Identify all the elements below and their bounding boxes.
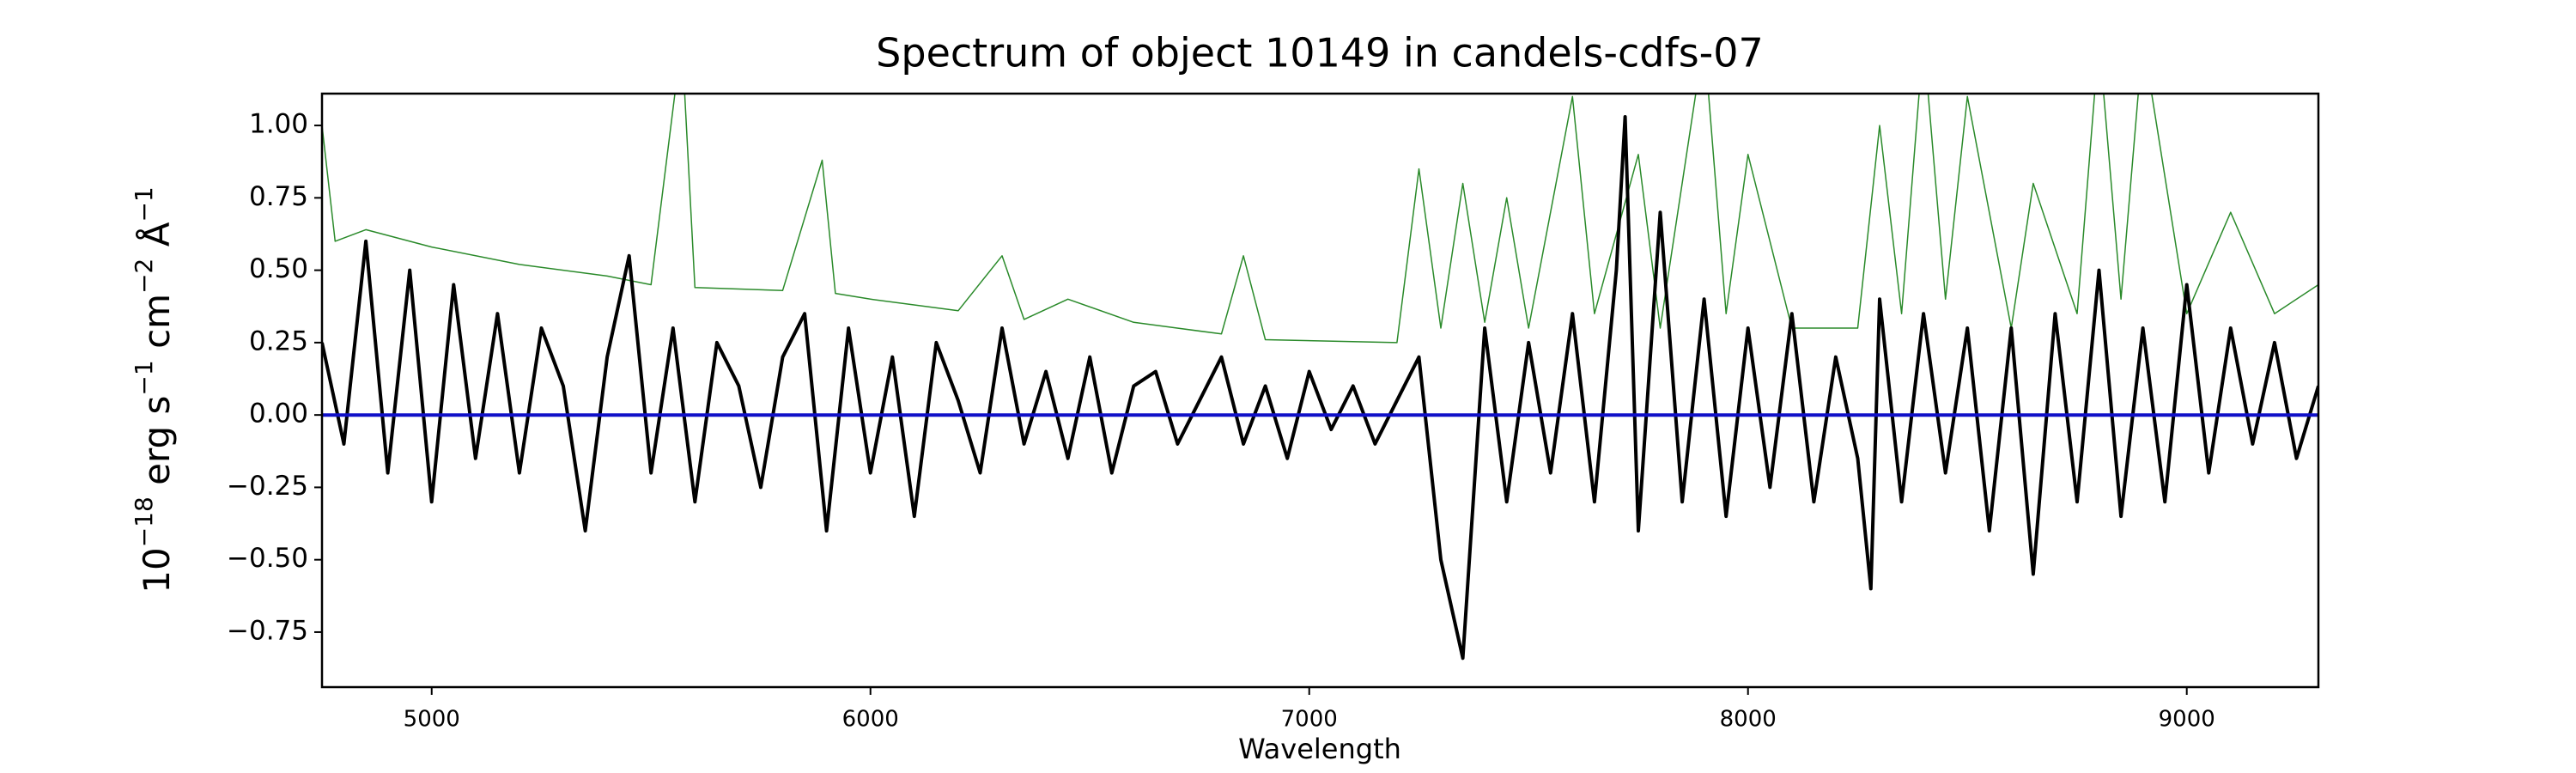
y-tick-label: 0.50 [249, 253, 308, 284]
x-tick-label: 8000 [1720, 707, 1777, 733]
plot-area [322, 94, 2318, 660]
y-label-sup: −18 [130, 496, 158, 547]
y-label-sup: −1 [130, 360, 158, 395]
y-label-text: Å [135, 222, 178, 258]
y-tick-label: −0.75 [227, 615, 308, 646]
y-tick-label: −0.25 [227, 471, 308, 502]
y-tick-label: 0.00 [249, 399, 308, 429]
y-axis-label: 10−18​ erg s−1​ cm−2​ Å−1​ [130, 186, 178, 593]
y-label-text: erg s [136, 396, 178, 497]
chart-title: Spectrum of object 10149 in candels-cdfs… [876, 30, 1764, 76]
series-line [322, 94, 2318, 344]
y-label-text: cm [136, 294, 178, 360]
x-tick-label: 5000 [404, 707, 460, 733]
plot-frame [320, 92, 2320, 689]
y-tick-label: 0.25 [249, 326, 308, 356]
y-tick-label: −0.50 [227, 543, 308, 574]
x-tick-label: 7000 [1281, 707, 1338, 733]
x-tick-label: 6000 [842, 707, 899, 733]
y-label-text: 10 [136, 547, 178, 593]
y-label-sup: −1 [130, 186, 158, 222]
x-axis-label: Wavelength [1238, 733, 1401, 765]
y-label-sup: −2 [130, 259, 158, 294]
y-tick-label: 0.75 [249, 181, 308, 212]
series-line [322, 115, 2318, 660]
x-tick-label: 9000 [2159, 707, 2215, 733]
y-tick-label: 1.00 [249, 109, 308, 140]
